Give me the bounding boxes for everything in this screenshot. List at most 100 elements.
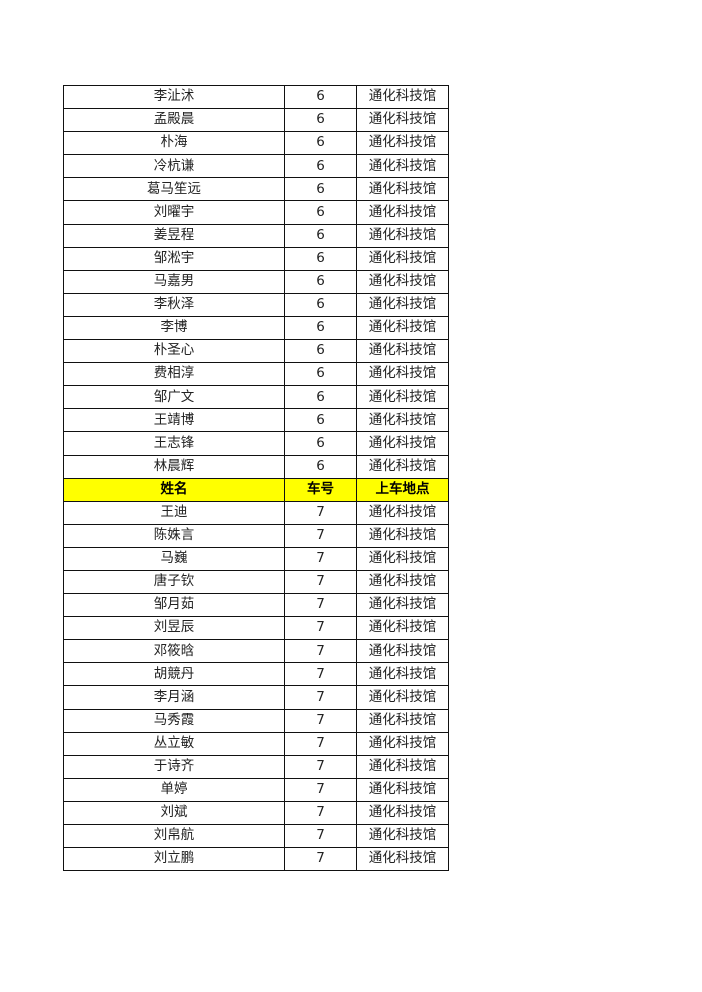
name-cell: 费相淳 [63, 362, 285, 387]
table-row: 姜昱程 6 通化科技馆 [63, 223, 449, 248]
name-cell: 邓筱晗 [63, 639, 285, 664]
table-row: 刘斌 7 通化科技馆 [63, 800, 449, 826]
bus-cell: 6 [284, 108, 357, 133]
bus-cell: 7 [284, 616, 357, 641]
location-cell: 通化科技馆 [356, 639, 449, 664]
location-cell: 通化科技馆 [356, 385, 449, 410]
table-row: 邹月茹 7 通化科技馆 [63, 593, 449, 618]
bus-cell: 7 [284, 847, 357, 872]
location-cell: 通化科技馆 [356, 523, 449, 548]
bus-cell: 7 [284, 754, 357, 779]
name-cell: 林晨辉 [63, 454, 285, 479]
name-cell: 单婷 [63, 777, 285, 802]
table-row: 胡競丹 7 通化科技馆 [63, 662, 449, 687]
name-cell: 李博 [63, 315, 285, 341]
location-cell: 通化科技馆 [356, 431, 449, 456]
name-cell: 邹月茹 [63, 593, 285, 618]
bus-cell: 6 [284, 385, 357, 410]
table-row: 费相淳 6 通化科技馆 [63, 362, 449, 387]
table-row: 朴海 6 通化科技馆 [63, 131, 449, 156]
location-cell: 通化科技馆 [356, 269, 449, 294]
table-row: 陈姝言 7 通化科技馆 [63, 523, 449, 548]
location-cell: 通化科技馆 [356, 315, 449, 341]
name-cell: 刘曜宇 [63, 200, 285, 225]
location-cell: 通化科技馆 [356, 616, 449, 641]
name-cell: 李秋泽 [63, 292, 285, 317]
bus-cell: 6 [284, 454, 357, 479]
table-row: 马嘉男 6 通化科技馆 [63, 269, 449, 294]
table-row: 李博 6 通化科技馆 [63, 315, 449, 341]
name-cell: 冷杭谦 [63, 154, 285, 179]
location-cell: 通化科技馆 [356, 362, 449, 387]
table-row: 刘曜宇 6 通化科技馆 [63, 200, 449, 225]
bus-cell: 7 [284, 662, 357, 687]
header-row: 姓名 车号 上车地点 [63, 477, 449, 502]
name-cell: 刘立鹏 [63, 847, 285, 872]
name-cell: 葛马笙远 [63, 177, 285, 202]
location-cell: 通化科技馆 [356, 847, 449, 872]
location-cell: 通化科技馆 [356, 292, 449, 317]
location-cell: 通化科技馆 [356, 708, 449, 733]
location-cell: 通化科技馆 [356, 223, 449, 248]
bus-cell: 7 [284, 777, 357, 802]
table-row: 王志锋 6 通化科技馆 [63, 431, 449, 456]
name-cell: 刘帛航 [63, 823, 285, 849]
name-cell: 朴圣心 [63, 339, 285, 364]
name-cell: 姜昱程 [63, 223, 285, 248]
bus-cell: 6 [284, 269, 357, 294]
table-row: 单婷 7 通化科技馆 [63, 777, 449, 802]
table-row: 李秋泽 6 通化科技馆 [63, 292, 449, 317]
bus-cell: 6 [284, 362, 357, 387]
table-row: 刘帛航 7 通化科技馆 [63, 823, 449, 849]
table-row: 邹广文 6 通化科技馆 [63, 385, 449, 410]
name-cell: 李沚沭 [63, 84, 285, 110]
bus-cell: 7 [284, 800, 357, 826]
bus-cell: 7 [284, 639, 357, 664]
bus-cell: 6 [284, 131, 357, 156]
bus-cell: 6 [284, 408, 357, 433]
table-row: 王迪 7 通化科技馆 [63, 500, 449, 525]
location-cell: 通化科技馆 [356, 546, 449, 571]
location-cell: 通化科技馆 [356, 408, 449, 433]
name-cell: 刘昱辰 [63, 616, 285, 641]
bus-cell: 7 [284, 523, 357, 548]
bus-cell: 6 [284, 154, 357, 179]
location-cell: 通化科技馆 [356, 754, 449, 779]
name-cell: 马秀霞 [63, 708, 285, 733]
table-row: 丛立敏 7 通化科技馆 [63, 731, 449, 756]
bus-cell: 6 [284, 315, 357, 341]
location-cell: 通化科技馆 [356, 823, 449, 849]
name-cell: 于诗齐 [63, 754, 285, 779]
location-cell: 通化科技馆 [356, 177, 449, 202]
name-cell: 王靖博 [63, 408, 285, 433]
table-row: 马秀霞 7 通化科技馆 [63, 708, 449, 733]
table-row: 李沚沭 6 通化科技馆 [63, 84, 449, 110]
table-row: 李月涵 7 通化科技馆 [63, 685, 449, 710]
name-cell: 邹广文 [63, 385, 285, 410]
passenger-table: 李沚沭 6 通化科技馆 孟殿晨 6 通化科技馆 朴海 6 通化科技馆 冷杭谦 6 通化科技馆 葛马笙远 6… [63, 84, 449, 872]
table-row: 葛马笙远 6 通化科技馆 [63, 177, 449, 202]
table-row: 朴圣心 6 通化科技馆 [63, 339, 449, 364]
bus-cell: 6 [284, 431, 357, 456]
bus-cell: 6 [284, 84, 357, 110]
location-cell: 通化科技馆 [356, 500, 449, 525]
bus-cell: 7 [284, 685, 357, 710]
location-cell: 通化科技馆 [356, 569, 449, 595]
bus-cell: 6 [284, 339, 357, 364]
table-row: 林晨辉 6 通化科技馆 [63, 454, 449, 479]
location-cell: 通化科技馆 [356, 200, 449, 225]
table-row: 马巍 7 通化科技馆 [63, 546, 449, 571]
table-row: 于诗齐 7 通化科技馆 [63, 754, 449, 779]
table-row: 唐子钦 7 通化科技馆 [63, 569, 449, 595]
name-cell: 王志锋 [63, 431, 285, 456]
table-row: 邹淞宇 6 通化科技馆 [63, 246, 449, 271]
header-cell-name: 姓名 [63, 477, 285, 502]
table-body: 李沚沭 6 通化科技馆 孟殿晨 6 通化科技馆 朴海 6 通化科技馆 冷杭谦 6 通化科技馆 葛马笙远 6… [63, 84, 449, 872]
location-cell: 通化科技馆 [356, 108, 449, 133]
location-cell: 通化科技馆 [356, 662, 449, 687]
location-cell: 通化科技馆 [356, 339, 449, 364]
bus-cell: 6 [284, 200, 357, 225]
bus-cell: 7 [284, 731, 357, 756]
name-cell: 陈姝言 [63, 523, 285, 548]
name-cell: 丛立敏 [63, 731, 285, 756]
